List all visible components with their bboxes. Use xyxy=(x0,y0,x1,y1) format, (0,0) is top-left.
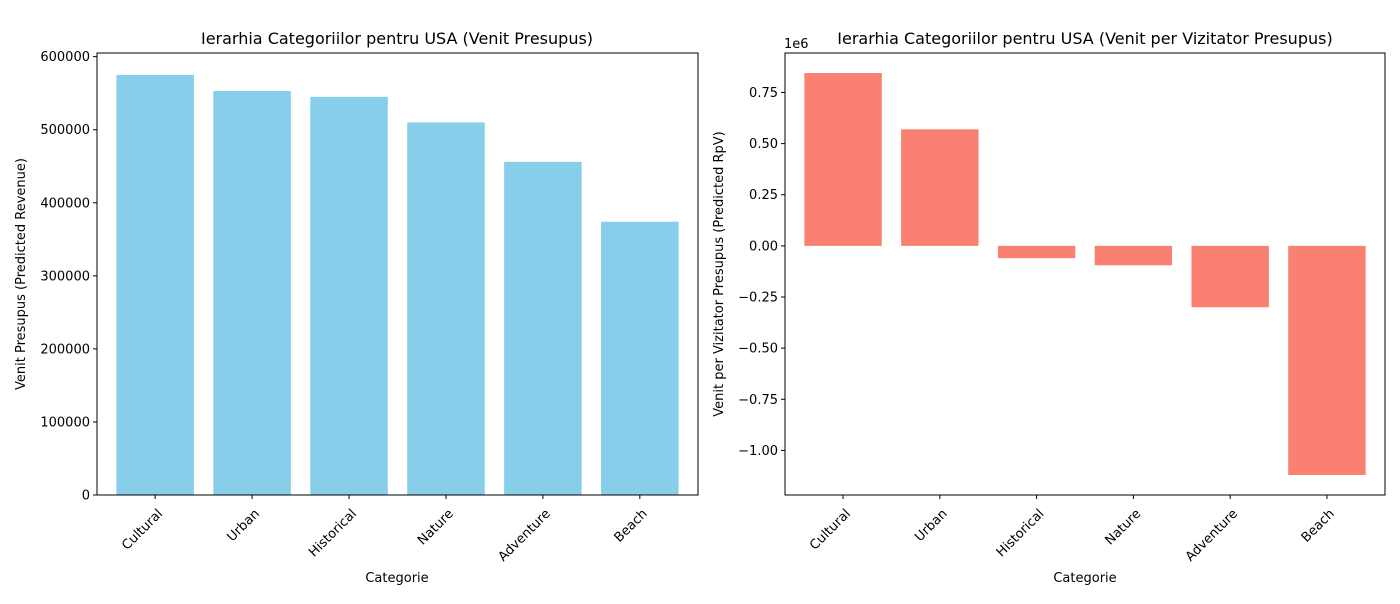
bars xyxy=(804,73,1366,475)
x-tick-label: Historical xyxy=(306,507,360,561)
y-tick-label: 0 xyxy=(82,489,90,504)
bar-nature xyxy=(407,122,485,495)
bar-adventure xyxy=(1191,245,1269,308)
bar-beach xyxy=(1288,245,1366,475)
x-axis-label: Categorie xyxy=(365,571,428,586)
y-tick-label: −0.75 xyxy=(738,393,778,408)
y-tick-label: 300000 xyxy=(40,269,90,284)
x-tick-label: Adventure xyxy=(496,507,554,565)
plot-frame xyxy=(96,52,699,496)
bar-cultural xyxy=(116,74,194,495)
y-tick-label: 0.00 xyxy=(749,239,778,254)
x-tick-label: Urban xyxy=(912,507,950,545)
bar-cultural xyxy=(804,73,882,246)
revenue-chart: Ierarhia Categoriilor pentru USA (Venit … xyxy=(14,29,699,586)
bar-urban xyxy=(213,90,291,495)
y-tick-label: −0.25 xyxy=(738,291,778,306)
x-tick-label: Urban xyxy=(225,507,263,545)
chart-title: Ierarhia Categoriilor pentru USA (Venit … xyxy=(201,29,593,48)
bars xyxy=(116,74,679,495)
y-tick-label: 500000 xyxy=(40,123,90,138)
x-tick-label: Adventure xyxy=(1183,507,1241,565)
x-tick-label: Nature xyxy=(1102,507,1144,549)
x-tick-label: Cultural xyxy=(119,507,166,554)
y-axis-label: Venit Presupus (Predicted Revenue) xyxy=(14,158,29,390)
plot-frame xyxy=(784,52,1386,496)
x-axis-ticks: Cultural Urban Historical Nature Adventure Be… xyxy=(807,495,1338,565)
bar-beach xyxy=(601,221,679,495)
y-tick-label: −0.50 xyxy=(738,342,778,357)
y-tick-label: 600000 xyxy=(40,50,90,65)
y-tick-label: 0.25 xyxy=(749,188,778,203)
x-tick-label: Historical xyxy=(994,507,1048,561)
x-tick-label: Cultural xyxy=(807,507,854,554)
x-tick-label: Nature xyxy=(415,507,457,549)
rpv-chart: Ierarhia Categoriilor pentru USA (Venit … xyxy=(712,29,1386,586)
x-axis-ticks: Cultural Urban Historical Nature Adventure Be… xyxy=(119,495,651,565)
x-axis-label: Categorie xyxy=(1053,571,1116,586)
bar-adventure xyxy=(504,161,582,495)
bar-nature xyxy=(1094,245,1173,266)
bar-urban xyxy=(901,129,979,246)
x-tick-label: Beach xyxy=(612,507,651,546)
y-axis-label: Venit per Vizitator Presupus (Predicted … xyxy=(712,131,727,417)
bar-historical xyxy=(997,245,1076,259)
y-tick-label: 100000 xyxy=(40,415,90,430)
bar-historical xyxy=(310,96,388,495)
y-tick-label: 200000 xyxy=(40,342,90,357)
y-axis-ticks: 0 100000 200000 300000 400000 500000 600000 xyxy=(40,50,97,504)
y-tick-label: 400000 xyxy=(40,196,90,211)
y-axis-ticks: 0.75 0.50 0.25 0.00 −0.25 −0.50 −0.75 −1.00 xyxy=(738,86,785,459)
y-tick-label: 0.50 xyxy=(749,137,778,152)
y-tick-label: −1.00 xyxy=(738,444,778,459)
y-axis-offset-text: 1e6 xyxy=(784,37,809,52)
chart-title: Ierarhia Categoriilor pentru USA (Venit … xyxy=(837,29,1332,48)
x-tick-label: Beach xyxy=(1299,507,1338,546)
y-tick-label: 0.75 xyxy=(749,86,778,101)
